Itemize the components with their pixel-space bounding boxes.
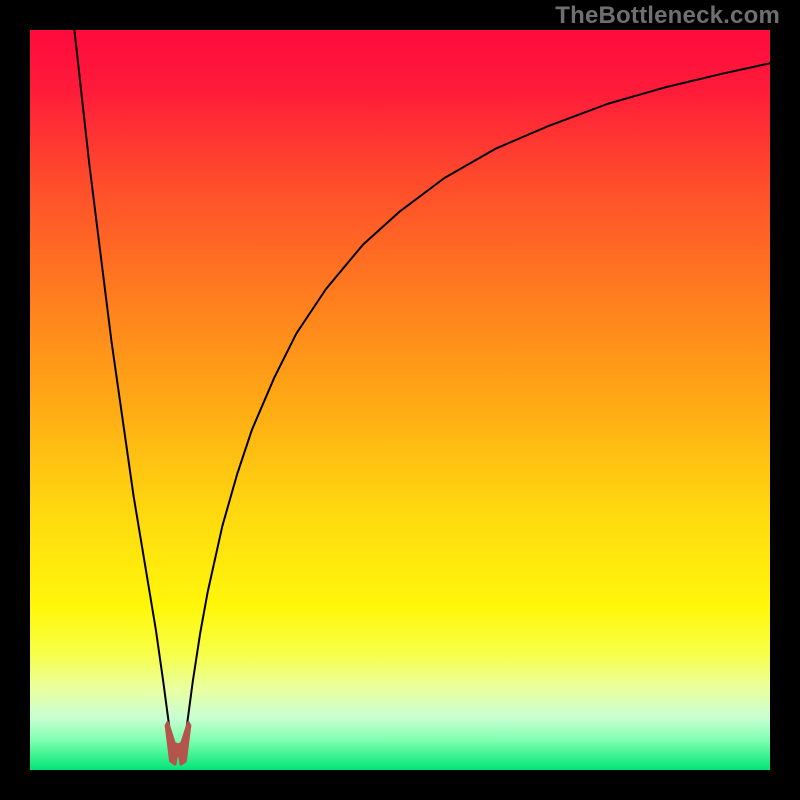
- watermark-text: TheBottleneck.com: [555, 2, 780, 30]
- chart-frame: TheBottleneck.com: [0, 0, 800, 800]
- gradient-background: [30, 30, 770, 770]
- bottleneck-chart: [30, 30, 770, 770]
- plot-area: [30, 30, 770, 770]
